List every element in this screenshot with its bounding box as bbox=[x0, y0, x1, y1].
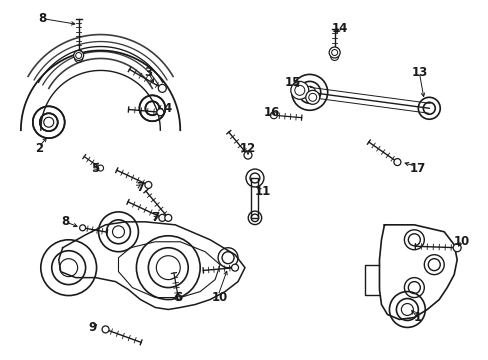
Circle shape bbox=[102, 326, 109, 333]
Circle shape bbox=[452, 244, 460, 252]
Text: 13: 13 bbox=[410, 66, 427, 79]
Text: 14: 14 bbox=[331, 22, 347, 35]
Text: 10: 10 bbox=[453, 235, 469, 248]
Circle shape bbox=[231, 264, 238, 271]
Text: 6: 6 bbox=[174, 291, 182, 304]
Text: 12: 12 bbox=[240, 141, 256, 155]
Text: 8: 8 bbox=[61, 215, 70, 228]
Text: 2: 2 bbox=[35, 141, 43, 155]
Circle shape bbox=[74, 50, 83, 60]
Text: 9: 9 bbox=[88, 321, 97, 334]
Circle shape bbox=[290, 81, 308, 99]
Circle shape bbox=[159, 214, 165, 221]
Text: 11: 11 bbox=[254, 185, 270, 198]
Text: 17: 17 bbox=[408, 162, 425, 175]
Text: 8: 8 bbox=[39, 12, 47, 25]
Text: 7: 7 bbox=[136, 181, 144, 194]
Circle shape bbox=[244, 151, 251, 159]
Text: 7: 7 bbox=[151, 211, 159, 224]
Circle shape bbox=[98, 165, 103, 171]
Circle shape bbox=[144, 181, 152, 189]
Text: 3: 3 bbox=[144, 66, 152, 79]
Text: 10: 10 bbox=[211, 291, 228, 304]
Circle shape bbox=[305, 90, 319, 104]
Text: 15: 15 bbox=[284, 76, 301, 89]
Text: 16: 16 bbox=[263, 106, 280, 119]
Circle shape bbox=[328, 47, 340, 58]
Text: 1: 1 bbox=[412, 311, 421, 324]
Circle shape bbox=[80, 225, 85, 231]
Circle shape bbox=[158, 84, 166, 92]
Text: 4: 4 bbox=[163, 102, 171, 115]
Circle shape bbox=[393, 159, 400, 166]
Circle shape bbox=[270, 112, 277, 119]
Text: 5: 5 bbox=[91, 162, 100, 175]
Circle shape bbox=[157, 109, 163, 116]
Circle shape bbox=[175, 294, 181, 301]
Circle shape bbox=[164, 214, 171, 221]
